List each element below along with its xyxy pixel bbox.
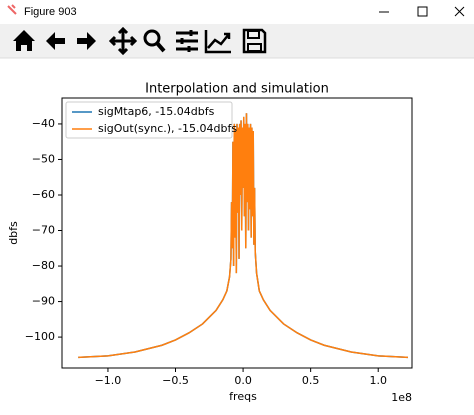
y-tick-label: −40 [32, 117, 55, 130]
x-tick-label: 0.0 [234, 374, 252, 387]
y-axis-label: dbfs [7, 221, 20, 245]
toolbar [0, 24, 474, 58]
home-button[interactable] [13, 30, 35, 51]
y-tick-label: −100 [25, 330, 55, 343]
title-bar [0, 0, 474, 24]
maximize-button[interactable] [417, 6, 428, 17]
forward-button[interactable] [77, 32, 96, 50]
y-tick-label: −70 [32, 224, 55, 237]
edit-axes-button[interactable] [204, 30, 231, 54]
back-button[interactable] [46, 32, 65, 50]
y-tick-label: −80 [32, 259, 55, 272]
chart-title: Interpolation and simulation [145, 82, 329, 97]
save-button[interactable] [242, 28, 267, 54]
x-tick-label: 0.5 [302, 374, 320, 387]
close-button[interactable] [454, 6, 465, 17]
x-tick-label: −0.5 [162, 374, 189, 387]
configure-button[interactable] [176, 30, 198, 52]
x-tick-label: −1.0 [95, 374, 122, 387]
x-offset-label: 1e8 [391, 391, 412, 404]
pan-button[interactable] [108, 26, 138, 56]
toolbar-icons [13, 26, 267, 56]
x-tick-label: 1.0 [369, 374, 387, 387]
zoom-button[interactable] [143, 29, 166, 53]
legend-box [65, 101, 233, 139]
series-line [78, 113, 408, 359]
window-title: Figure 903 [24, 6, 77, 18]
legend-label: sigMtap6, -15.04dbfs [98, 105, 215, 118]
x-axis-label: freqs [229, 390, 257, 403]
y-tick-label: −50 [32, 152, 55, 165]
y-tick-label: −60 [32, 188, 55, 201]
legend-label: sigOut(sync.), -15.04dbfs [98, 122, 237, 135]
y-tick-label: −90 [32, 295, 55, 308]
axes-frame [61, 97, 413, 369]
app-icon [7, 4, 17, 15]
